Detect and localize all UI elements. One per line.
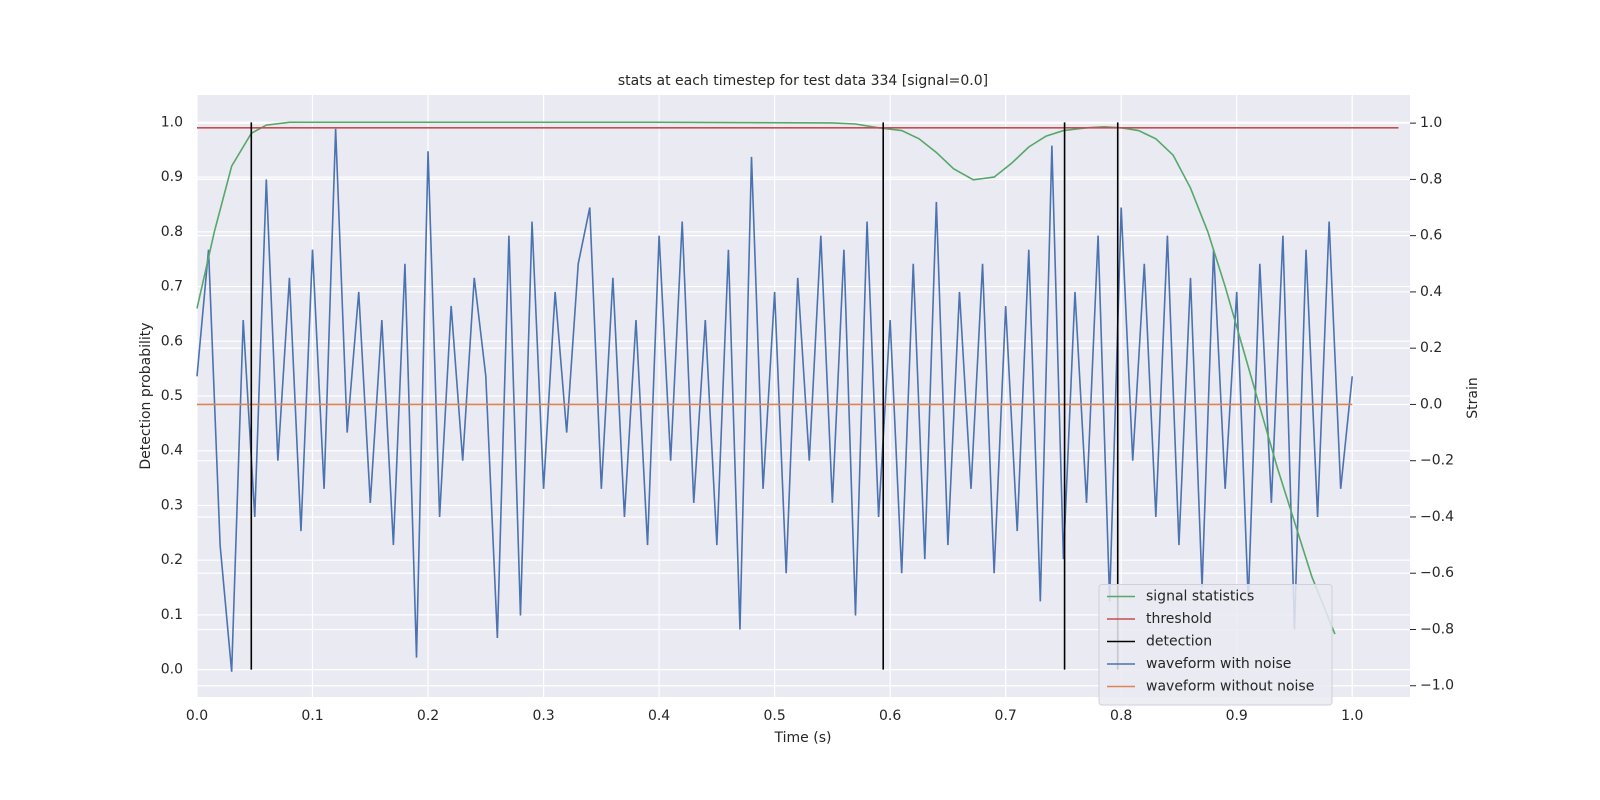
x-tick-label: 1.0 bbox=[1341, 708, 1363, 724]
y2-tick-label: −0.2 bbox=[1420, 453, 1454, 469]
x-tick-label: 0.1 bbox=[301, 708, 323, 724]
series-line bbox=[250, 122, 1119, 670]
y-tick-label: 0.2 bbox=[161, 552, 183, 568]
y2-tick-label: −1.0 bbox=[1420, 678, 1454, 694]
x-tick-label: 0.5 bbox=[763, 708, 785, 724]
y2-tick-label: 0.4 bbox=[1420, 284, 1442, 300]
y-tick-label: 0.0 bbox=[161, 662, 183, 678]
x-tick-label: 0.2 bbox=[417, 708, 439, 724]
y2-tick-label: 0.6 bbox=[1420, 228, 1442, 244]
y2-axis-label: Strain bbox=[1465, 377, 1481, 418]
x-tick-label: 0.3 bbox=[532, 708, 554, 724]
y-tick-label: 0.8 bbox=[161, 224, 183, 240]
y-tick-label: 0.6 bbox=[161, 333, 183, 349]
y-tick-label: 0.7 bbox=[161, 279, 183, 295]
legend-label: detection bbox=[1146, 634, 1212, 650]
y-tick-label: 0.1 bbox=[161, 607, 183, 623]
y2-tick-label: 0.8 bbox=[1420, 171, 1442, 187]
y-tick-label: 0.5 bbox=[161, 388, 183, 404]
y2-tick-label: 0.2 bbox=[1420, 340, 1442, 356]
x-tick-label: 0.6 bbox=[879, 708, 901, 724]
y-tick-label: 0.3 bbox=[161, 497, 183, 513]
series-layer bbox=[196, 121, 1399, 672]
y-tick-label: 0.4 bbox=[161, 443, 183, 459]
legend-label: waveform without noise bbox=[1146, 679, 1314, 695]
y2-tick-label: −0.6 bbox=[1420, 565, 1454, 581]
x-axis-label: Time (s) bbox=[774, 730, 832, 746]
x-tick-label: 0.9 bbox=[1226, 708, 1248, 724]
y2-tick-label: 1.0 bbox=[1420, 115, 1442, 131]
legend-label: signal statistics bbox=[1146, 589, 1254, 605]
y2-tick-label: −0.4 bbox=[1420, 509, 1454, 525]
legend-label: threshold bbox=[1146, 611, 1212, 627]
y2-tick-label: 0.0 bbox=[1420, 396, 1442, 412]
x-tick-label: 0.8 bbox=[1110, 708, 1132, 724]
legend-box bbox=[1098, 584, 1333, 706]
series-line bbox=[196, 121, 1336, 635]
y2-tick-label: −0.8 bbox=[1420, 621, 1454, 637]
y-tick-label: 1.0 bbox=[161, 114, 183, 130]
y-tick-label: 0.9 bbox=[161, 169, 183, 185]
x-tick-label: 0.0 bbox=[186, 708, 208, 724]
chart-title: stats at each timestep for test data 334… bbox=[618, 73, 988, 89]
x-tick-label: 0.7 bbox=[995, 708, 1017, 724]
y-axis-label: Detection probability bbox=[138, 322, 154, 469]
legend: signal statistics threshold detection wavef… bbox=[1098, 584, 1333, 706]
x-tick-label: 0.4 bbox=[648, 708, 670, 724]
legend-label: waveform with noise bbox=[1146, 656, 1291, 672]
ticks: 0.0 0.1 0.2 0.3 0.4 0.5 0.6 0.7 0.8 0.9 1.0 0.0 0.1 0… bbox=[161, 114, 1454, 724]
series-line bbox=[196, 128, 1354, 672]
